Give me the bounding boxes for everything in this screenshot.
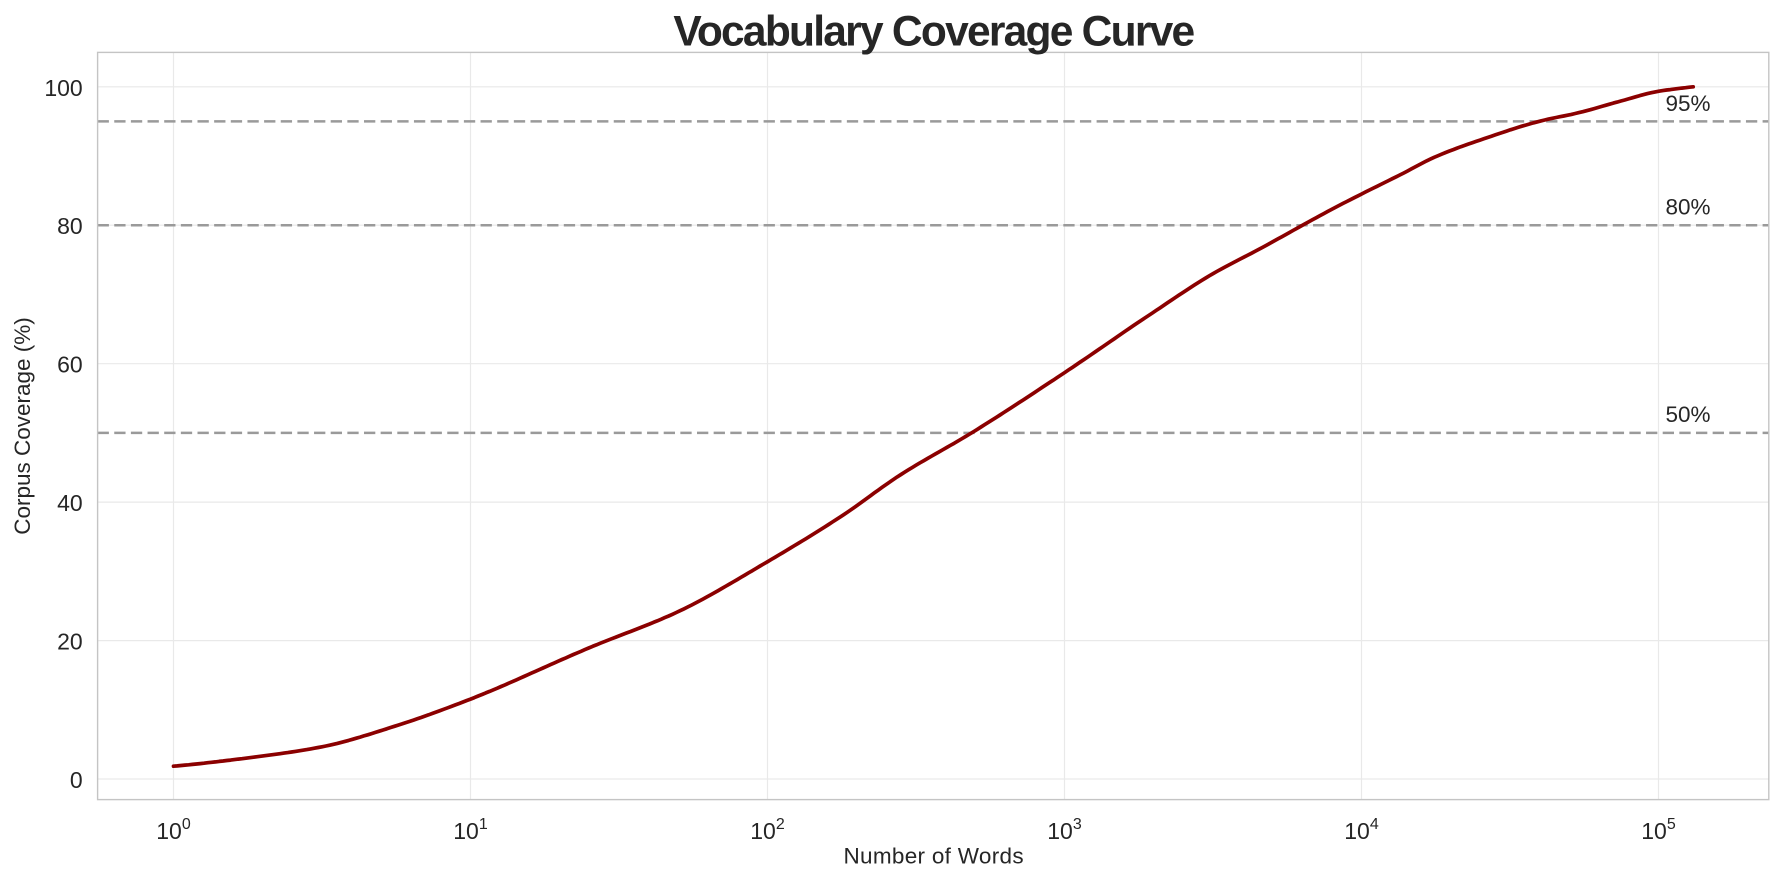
svg-text:60: 60 bbox=[57, 352, 83, 378]
svg-text:95%: 95% bbox=[1665, 91, 1710, 116]
svg-text:80%: 80% bbox=[1665, 194, 1710, 219]
svg-text:80: 80 bbox=[57, 213, 83, 239]
svg-text:20: 20 bbox=[57, 629, 83, 655]
svg-text:Vocabulary Coverage Curve: Vocabulary Coverage Curve bbox=[673, 8, 1194, 55]
svg-text:Number of Words: Number of Words bbox=[843, 844, 1023, 869]
svg-text:100: 100 bbox=[44, 75, 82, 101]
svg-text:Corpus Coverage (%): Corpus Coverage (%) bbox=[10, 317, 35, 535]
svg-text:0: 0 bbox=[70, 767, 83, 793]
svg-text:50%: 50% bbox=[1665, 402, 1710, 427]
svg-text:40: 40 bbox=[57, 490, 83, 516]
